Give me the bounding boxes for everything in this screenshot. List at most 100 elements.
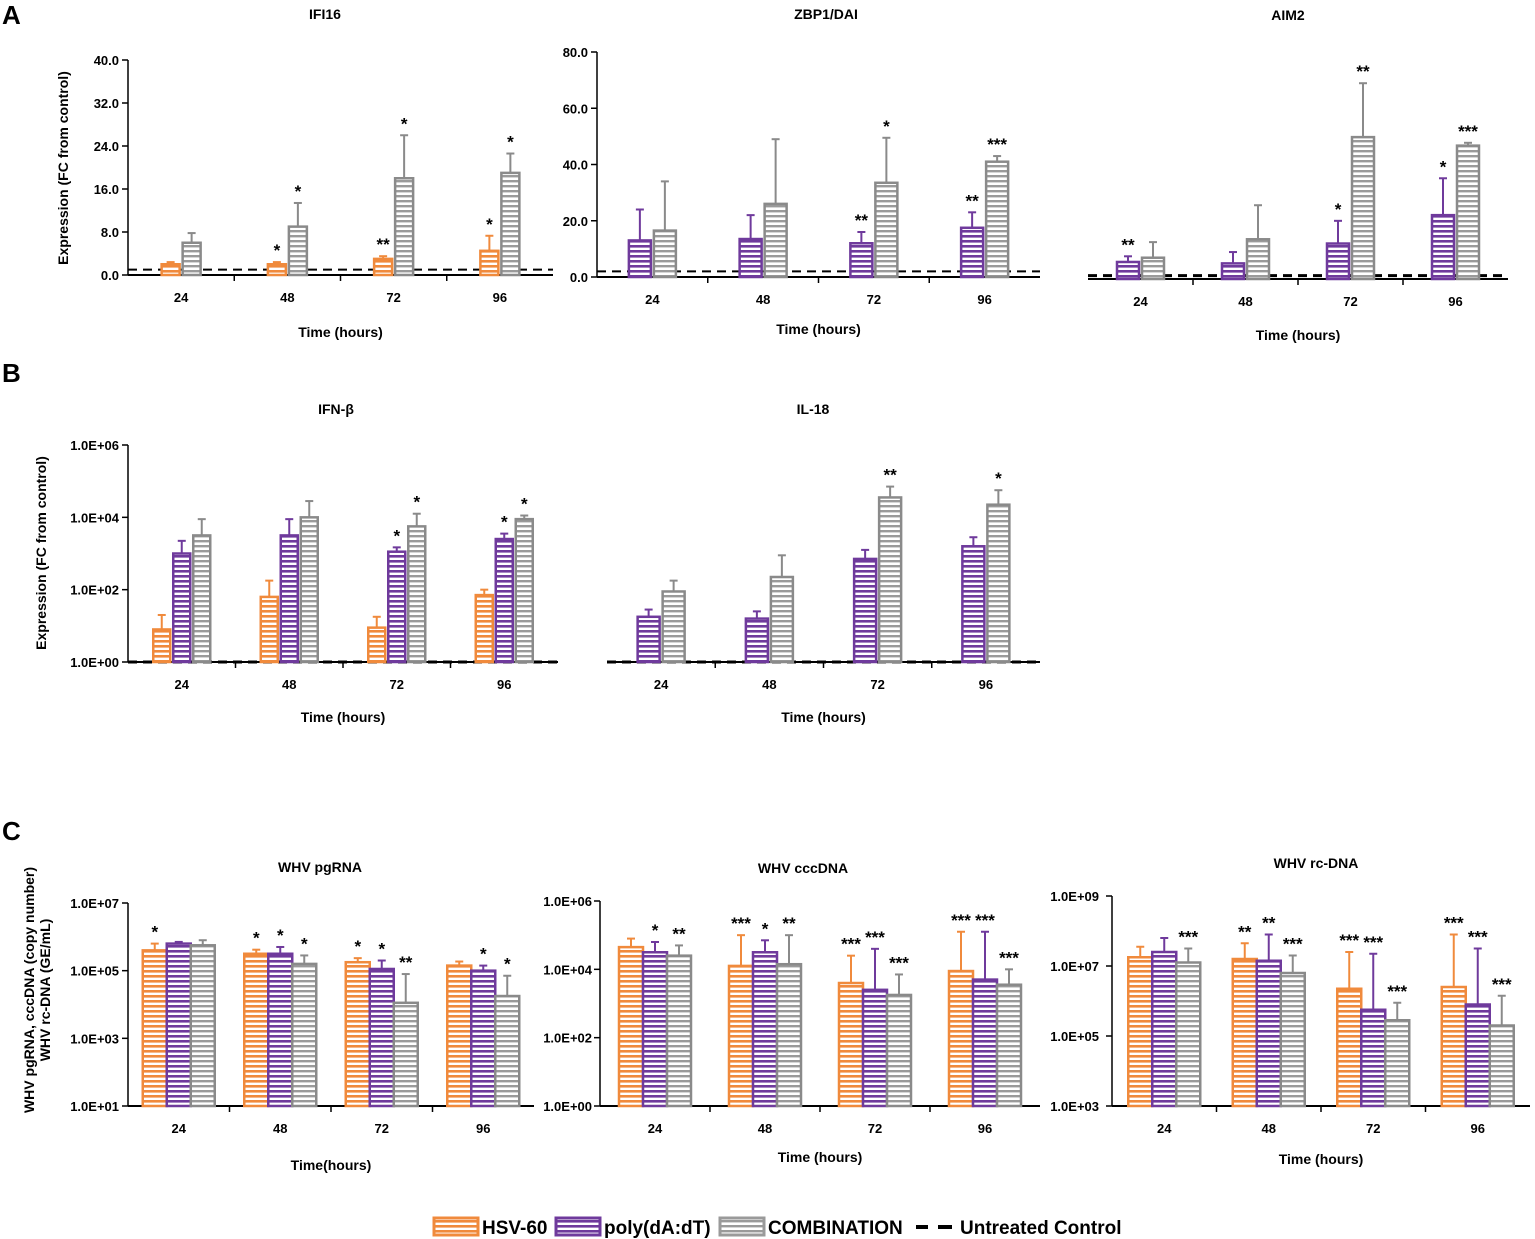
chart-rcdna: WHV rc-DNA 1.0E+03 1.0E+05 1.0E+07 1.0E+09 24… [1050, 855, 1530, 1167]
x-tick-label-pgrna: 96 [476, 1121, 490, 1136]
bar-ifnb-combo [514, 517, 534, 664]
bar-cccdna-poly [751, 951, 779, 1108]
x-tick-label-aim2: 48 [1238, 294, 1252, 309]
x-tick-label-aim2: 72 [1343, 294, 1357, 309]
y-tick-label-ifnb: 1.0E+04 [70, 510, 120, 525]
y-tick-label-ifi16: 16.0 [94, 182, 119, 197]
bar-cccdna-poly [971, 978, 999, 1108]
y-tick-label-pgrna: 1.0E+05 [70, 964, 119, 979]
bar-pgrna-poly [470, 969, 497, 1108]
chart-title-aim2: AIM2 [1271, 7, 1305, 23]
bar-zbp1-combo [763, 202, 788, 279]
significance-label-ifnb: * [393, 526, 400, 545]
significance-label-cccdna: *** [975, 911, 995, 930]
chart-title-rcdna: WHV rc-DNA [1274, 855, 1359, 871]
bar-rcdna-combo [1384, 1019, 1411, 1108]
x-tick-label-cccdna: 48 [758, 1121, 772, 1136]
bar-cccdna-poly [641, 951, 669, 1108]
y-tick-label-cccdna: 1.0E+02 [543, 1031, 592, 1046]
x-axis-label-aim2: Time (hours) [1256, 327, 1341, 343]
x-tick-label-ifnb: 72 [390, 677, 404, 692]
y-tick-label-ifnb: 1.0E+06 [70, 438, 119, 453]
bar-cccdna-combo [995, 983, 1023, 1108]
y-tick-label-ifi16: 40.0 [94, 53, 119, 68]
significance-label-cccdna: *** [731, 914, 751, 933]
significance-label-aim2: * [1440, 157, 1447, 176]
bar-ifi16-hsv [160, 263, 181, 277]
bar-cccdna-combo [665, 954, 693, 1108]
significance-label-aim2: ** [1356, 62, 1370, 81]
x-tick-label-aim2: 96 [1448, 294, 1462, 309]
bar-rcdna-poly [1464, 1003, 1491, 1108]
x-axis-label-il18: Time (hours) [781, 709, 866, 725]
significance-label-ifi16: ** [377, 235, 391, 254]
bar-pgrna-combo [494, 994, 521, 1108]
bar-il18-combo [877, 496, 903, 664]
significance-label-zbp1: ** [855, 211, 869, 230]
bar-ifnb-combo [407, 525, 427, 664]
x-tick-label-ifnb: 48 [282, 677, 296, 692]
legend-label-control: Untreated Control [960, 1218, 1122, 1239]
bar-aim2-combo [1350, 135, 1376, 281]
x-axis-label-cccdna: Time (hours) [778, 1149, 863, 1165]
x-tick-label-il18: 96 [979, 677, 993, 692]
bar-aim2-poly [1430, 213, 1456, 281]
bar-ifnb-poly [279, 534, 299, 664]
legend-label-combo: COMBINATION [768, 1218, 903, 1239]
charts-group: IFI16 0.0 8.0 16.0 24.0 32.0 40.0 Expression (F… [21, 6, 1530, 1173]
y-tick-label-ifnb: 1.0E+00 [70, 655, 119, 670]
chart-ifnb: IFN-β 1.0E+00 1.0E+02 1.0E+04 1.0E+06 Express… [33, 401, 558, 725]
bar-ifnb-poly [387, 550, 407, 664]
significance-label-aim2: * [1335, 200, 1342, 219]
legend-swatch-poly [554, 1216, 602, 1237]
y-tick-label-rcdna: 1.0E+09 [1050, 889, 1099, 904]
y-tick-label-zbp1: 20.0 [563, 214, 588, 229]
significance-label-ifi16: * [486, 215, 493, 234]
bar-pgrna-poly [165, 942, 192, 1108]
significance-label-cccdna: ** [672, 924, 686, 943]
bar-ifnb-hsv [367, 626, 387, 664]
x-axis-label-ifi16: Time (hours) [298, 324, 383, 340]
significance-label-rcdna: *** [1283, 935, 1303, 954]
y-tick-label-ifi16: 0.0 [101, 268, 119, 283]
x-tick-label-cccdna: 24 [648, 1121, 663, 1136]
bar-zbp1-poly [738, 237, 763, 279]
bar-rcdna-combo [1488, 1024, 1515, 1108]
significance-label-aim2: ** [1121, 235, 1135, 254]
bar-cccdna-poly [861, 988, 889, 1108]
significance-label-rcdna: *** [1468, 928, 1488, 947]
bar-il18-poly [852, 557, 878, 664]
bar-aim2-combo [1245, 238, 1271, 281]
significance-label-ifi16: * [507, 133, 514, 152]
significance-label-ifi16: * [295, 182, 302, 201]
x-tick-label-rcdna: 72 [1366, 1121, 1380, 1136]
significance-label-rcdna: *** [1339, 931, 1359, 950]
x-tick-label-ifi16: 96 [493, 290, 507, 305]
bar-pgrna-poly [368, 967, 395, 1108]
significance-label-rcdna: ** [1262, 914, 1276, 933]
x-tick-label-ifi16: 72 [386, 290, 400, 305]
bar-cccdna-hsv [837, 981, 865, 1108]
chart-title-cccdna: WHV cccDNA [758, 860, 848, 876]
x-tick-label-il18: 48 [762, 677, 776, 692]
y-tick-label-pgrna: 1.0E+03 [70, 1031, 119, 1046]
significance-label-zbp1: ** [966, 191, 980, 210]
significance-label-ifnb: * [521, 495, 528, 514]
x-axis-label-rcdna: Time (hours) [1279, 1151, 1364, 1167]
chart-zbp1: ZBP1/DAI 0.0 20.0 40.0 60.0 80.0 24 48 72 96 Time … [563, 6, 1040, 337]
significance-label-pgrna: * [378, 940, 385, 959]
significance-label-cccdna: * [762, 919, 769, 938]
significance-label-pgrna: * [301, 934, 308, 953]
bar-ifi16-hsv [372, 257, 394, 277]
significance-label-rcdna: *** [1387, 982, 1407, 1001]
x-tick-label-aim2: 24 [1133, 294, 1148, 309]
bar-pgrna-poly [267, 952, 294, 1108]
significance-label-ifnb: * [413, 493, 420, 512]
x-tick-label-il18: 72 [870, 677, 884, 692]
bar-cccdna-hsv [947, 969, 975, 1108]
significance-label-il18: ** [884, 466, 898, 485]
significance-label-cccdna: * [652, 921, 659, 940]
significance-label-zbp1: *** [987, 135, 1007, 154]
y-tick-label-rcdna: 1.0E+03 [1050, 1099, 1099, 1114]
bar-ifnb-poly [172, 552, 192, 664]
